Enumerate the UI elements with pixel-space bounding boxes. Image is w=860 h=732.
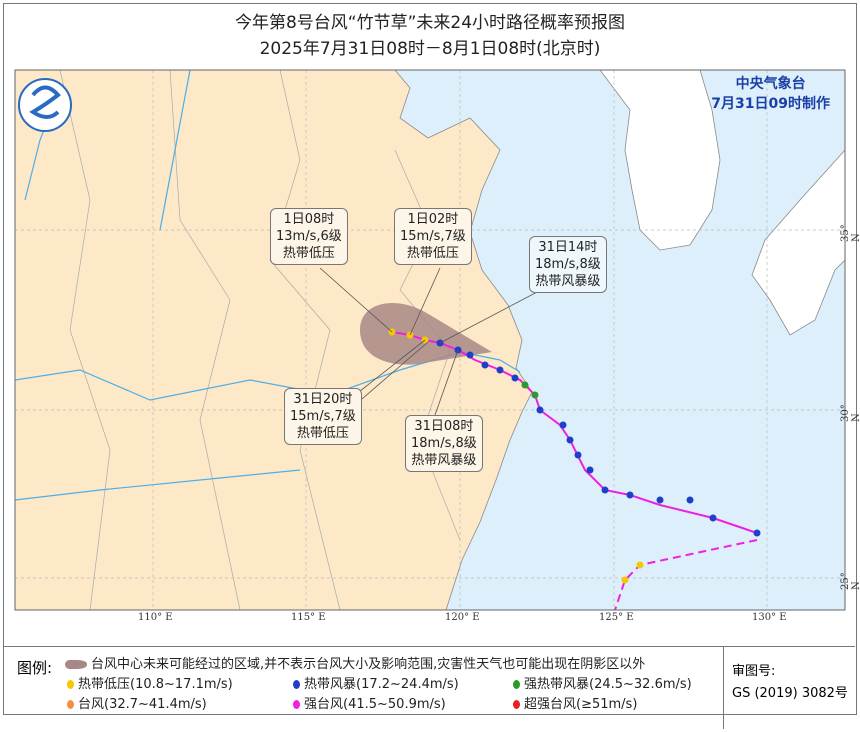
legend-label: 热带风暴(17.2~24.4m/s) (304, 677, 459, 692)
legend-label: 强台风(41.5~50.9m/s) (304, 697, 446, 712)
track-point (496, 366, 504, 374)
lon-tick: 110° E (138, 612, 173, 623)
lon-tick: 125° E (599, 612, 634, 623)
frame (3, 3, 857, 715)
lon-tick: 130° E (752, 612, 787, 623)
track-point (621, 576, 629, 584)
logo-cma (18, 78, 72, 132)
annotation-level: 热带低压 (296, 426, 349, 441)
legend-item: 热带风暴(17.2~24.4m/s) (293, 673, 459, 692)
korea-land (599, 70, 721, 251)
track-point (521, 381, 529, 389)
past-track-line (457, 349, 758, 534)
legend-item: 台风(32.7~41.4m/s) (67, 693, 207, 712)
annotation-wind: 15m/s,7级 (290, 409, 356, 424)
legend-title: 图例: (17, 659, 53, 677)
lon-tick: 120° E (445, 612, 480, 623)
track-point (481, 361, 489, 369)
legend-label: 热带低压(10.8~17.1m/s) (78, 677, 233, 692)
typhoon-symbol-icon (67, 680, 74, 689)
cone-icon (65, 660, 87, 669)
annotation-time: 1日02时 (407, 212, 459, 227)
earlier-forecast-line (614, 539, 758, 610)
annotation-level: 热带风暴级 (535, 274, 601, 289)
track-point (531, 391, 539, 399)
legend-label: 超强台风(≥51m/s) (524, 697, 638, 712)
legend-item: 热带低压(10.8~17.1m/s) (67, 673, 233, 692)
title: 今年第8号台风“竹节草”未来24小时路径概率预报图 (234, 13, 626, 33)
annotation-box: 1日02时 15m/s,7级 热带低压 (394, 208, 472, 265)
annotation-wind: 13m/s,6级 (276, 229, 342, 244)
review-label: 审图号: (732, 664, 776, 679)
legend-item: 强台风(41.5~50.9m/s) (293, 693, 446, 712)
typhoon-symbol-icon (293, 700, 300, 709)
lon-tick: 115° E (291, 612, 326, 623)
track-points (388, 328, 761, 584)
legend-item: 强热带风暴(24.5~32.6m/s) (513, 673, 692, 692)
review-number-box: 审图号: GS (2019) 3082号 (723, 647, 848, 729)
annotation-level: 热带低压 (406, 246, 459, 261)
lat-tick: 30° N (840, 404, 860, 422)
track-point (466, 351, 474, 359)
agency-name: 中央气象台 (735, 76, 806, 92)
review-number: GS (2019) 3082号 (732, 686, 848, 701)
annotation-wind: 18m/s,8级 (411, 436, 477, 451)
annotation-wind: 15m/s,7级 (400, 229, 466, 244)
annotation-box: 1日08时 13m/s,6级 热带低压 (270, 208, 348, 265)
track-point (709, 514, 717, 522)
track-point (626, 491, 634, 499)
track-point (656, 496, 664, 504)
china-land (15, 70, 533, 610)
annotation-box: 31日08时 18m/s,8级 热带风暴级 (405, 415, 483, 472)
lat-tick: 25° N (840, 572, 860, 590)
annotation-time: 31日14时 (538, 240, 598, 255)
track-point (511, 374, 519, 382)
issued-time: 7月31日09时制作 (711, 96, 830, 112)
annotation-box: 31日20时 15m/s,7级 热带低压 (284, 388, 362, 445)
track-point (601, 486, 609, 494)
annotation-time: 31日20时 (293, 392, 353, 407)
annotation-level: 热带风暴级 (411, 453, 477, 468)
annotation-wind: 18m/s,8级 (535, 257, 601, 272)
legend-cone: 台风中心未来可能经过的区域,并不表示台风大小及影响范围,灾害性天气也可能出现在阴… (65, 653, 645, 672)
typhoon-symbol-icon (513, 700, 520, 709)
japan-land (751, 149, 845, 336)
track-point (636, 561, 644, 569)
track-point (536, 406, 544, 414)
track-point (753, 529, 761, 537)
track-point (566, 436, 574, 444)
annotation-box: 31日14时 18m/s,8级 热带风暴级 (529, 236, 607, 293)
typhoon-symbol-icon (293, 680, 300, 689)
legend-cone-text: 台风中心未来可能经过的区域,并不表示台风大小及影响范围,灾害性天气也可能出现在阴… (91, 657, 646, 672)
annotation-time: 31日08时 (414, 419, 474, 434)
agency-label: 中央气象台 7月31日09时制作 (711, 74, 830, 114)
legend-item: 超强台风(≥51m/s) (513, 693, 637, 712)
typhoon-symbol-icon (513, 680, 520, 689)
annotation-time: 1日08时 (283, 212, 335, 227)
annotation-level: 热带低压 (282, 246, 335, 261)
track-point (559, 421, 567, 429)
legend-label: 强热带风暴(24.5~32.6m/s) (524, 677, 692, 692)
legend: 图例: 台风中心未来可能经过的区域,并不表示台风大小及影响范围,灾害性天气也可能… (3, 646, 855, 729)
typhoon-symbol-icon (67, 700, 74, 709)
track-point (574, 451, 582, 459)
lat-tick: 35° N (840, 224, 860, 242)
subtitle: 2025年7月31日08时－8月1日08时(北京时) (259, 39, 601, 59)
track-point (686, 496, 694, 504)
legend-label: 台风(32.7~41.4m/s) (78, 697, 207, 712)
track-point (586, 466, 594, 474)
